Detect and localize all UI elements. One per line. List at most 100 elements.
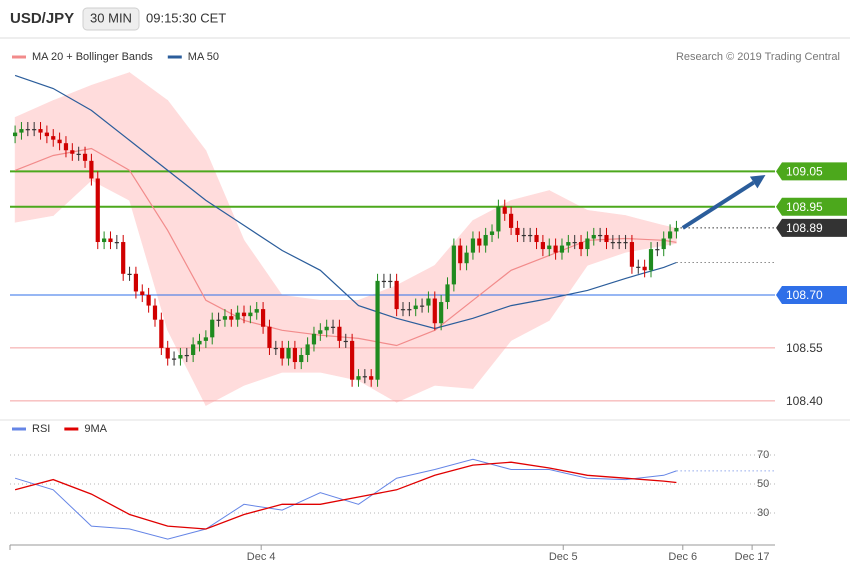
bollinger-band (396, 264, 436, 403)
candle-body (578, 242, 584, 250)
candle-body (617, 242, 622, 244)
candle-body (439, 302, 444, 324)
level-label: 108.40 (786, 394, 823, 408)
candle-body (451, 245, 456, 285)
y-tick-label: 70 (757, 449, 769, 461)
candle-body (57, 139, 62, 144)
candle-body (216, 319, 221, 321)
candle-body (44, 132, 49, 137)
level-label-box (776, 162, 847, 181)
candle-body (623, 242, 628, 244)
candle-body (197, 340, 202, 345)
candle-body (540, 242, 545, 250)
level-label: 109.05 (786, 165, 823, 179)
candle-body (51, 136, 56, 140)
candle-body (140, 291, 145, 295)
candle-body (32, 129, 37, 131)
candle-body (203, 337, 208, 341)
bollinger-band (14, 100, 54, 223)
level-label-box (776, 285, 847, 304)
interval-box (82, 7, 140, 31)
candle-body (426, 298, 431, 306)
candle-body (362, 376, 367, 378)
interval: 30 MIN (90, 10, 132, 25)
candle-body (483, 234, 488, 246)
candle-body (369, 376, 374, 380)
candle-body (299, 354, 304, 363)
candle-body (76, 153, 81, 155)
candle-body (591, 234, 596, 239)
legend-label: 9MA (84, 423, 107, 435)
candle-body (648, 249, 654, 271)
candle-body (388, 280, 393, 283)
candle-body (400, 309, 406, 311)
candle-body (102, 238, 107, 243)
x-tick-label: Dec 4 (247, 551, 276, 563)
candle-body (241, 312, 247, 317)
candle-body (12, 132, 18, 137)
forecast-arrow (681, 180, 755, 230)
candle-body (394, 280, 399, 310)
candle-body (674, 227, 679, 232)
candle-body (178, 354, 183, 359)
forecast-arrowhead (749, 174, 766, 189)
candle-body (534, 234, 539, 243)
candle-body (585, 238, 590, 250)
candle-body (82, 153, 88, 161)
candle-body (63, 143, 69, 151)
candle-body (121, 242, 126, 274)
candle-body (381, 280, 387, 283)
candle-body (566, 242, 571, 246)
candle-body (515, 227, 520, 235)
source: Research © 2019 Trading Central (676, 51, 840, 63)
candle-body (19, 129, 24, 133)
candle-body (254, 309, 259, 313)
candle-body (114, 242, 119, 244)
candle-body (636, 266, 641, 268)
legend-label: RSI (32, 423, 50, 435)
candle-body (413, 305, 418, 310)
candle-body (502, 206, 507, 214)
candle-body (572, 242, 577, 244)
candle-body (292, 347, 297, 363)
candle-body (191, 344, 196, 355)
candle-body (324, 326, 329, 331)
candle-body (661, 238, 666, 250)
candle-body (235, 312, 240, 320)
candle-body (273, 347, 278, 350)
candle-body (171, 358, 177, 360)
level-label-box (776, 218, 847, 237)
candle-body (127, 273, 132, 275)
x-tick-label: Dec 6 (668, 551, 697, 563)
candle-body (642, 266, 647, 271)
candle-body (165, 347, 170, 359)
candle-body (89, 160, 94, 179)
y-tick-label: 50 (757, 478, 769, 490)
candle-body (356, 376, 361, 380)
candle-body (629, 242, 635, 267)
candle-body (25, 129, 30, 131)
candle-body (222, 316, 228, 320)
candle-body (229, 316, 234, 320)
candle-body (604, 234, 609, 243)
x-tick-label: Dec 5 (549, 551, 578, 563)
candle-body (305, 344, 310, 355)
y-tick-label: 30 (757, 507, 769, 519)
symbol: USD/JPY (10, 10, 74, 27)
candle-body (477, 238, 482, 246)
candle-body (598, 234, 603, 237)
candle-body (667, 231, 673, 239)
candle-body (146, 294, 151, 306)
candle-body (260, 309, 266, 327)
indicator-line (14, 461, 677, 530)
moving-average (14, 74, 677, 330)
level-label-box (776, 197, 847, 216)
time: 09:15:30 CET (146, 10, 226, 25)
candle-body (311, 333, 317, 345)
candle-body (458, 245, 463, 264)
candle-body (318, 330, 323, 334)
candle-body (655, 249, 660, 251)
candle-body (375, 280, 380, 380)
candle-body (133, 273, 139, 292)
